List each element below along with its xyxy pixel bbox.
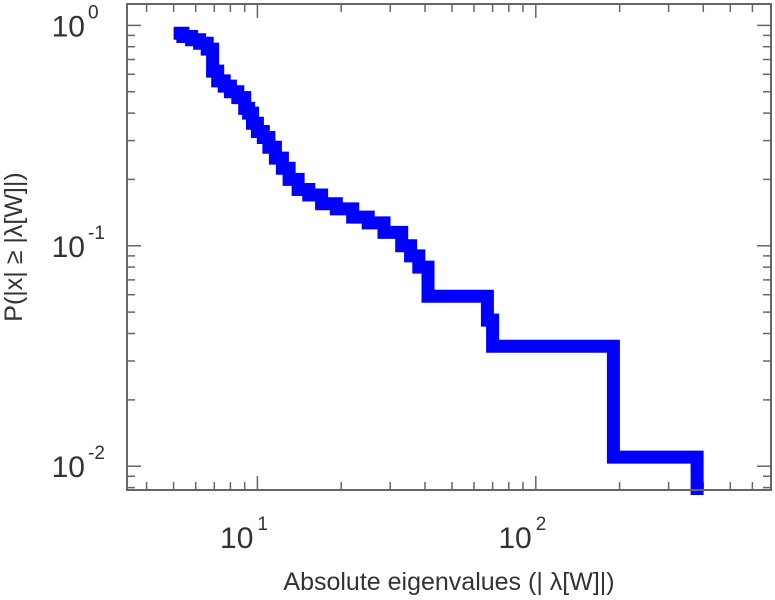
axis-ticks <box>127 4 772 490</box>
y-tick-label: 10 <box>52 231 85 264</box>
x-tick-label: 10 <box>498 522 531 555</box>
plot-frame <box>126 3 772 491</box>
x-axis-title: Absolute eigenvalues (| λ[W]|) <box>283 568 614 596</box>
y-tick-exponent: 0 <box>88 2 99 23</box>
y-tick-label: 10 <box>52 451 85 484</box>
y-tick-label: 10 <box>52 10 85 43</box>
y-tick-exponent: -2 <box>88 443 105 464</box>
y-tick-exponent: -1 <box>88 223 105 244</box>
x-tick-exponent: 2 <box>536 514 547 535</box>
y-axis-title: P(|x| ≥ |λ[W]|) <box>0 172 28 321</box>
x-tick-label: 10 <box>220 522 253 555</box>
x-tick-exponent: 1 <box>257 514 268 535</box>
tick-labels: 10 1 10 210 010 -110 -2 <box>52 2 547 555</box>
data-layer <box>173 26 704 495</box>
ccdf-step-line <box>173 26 704 495</box>
